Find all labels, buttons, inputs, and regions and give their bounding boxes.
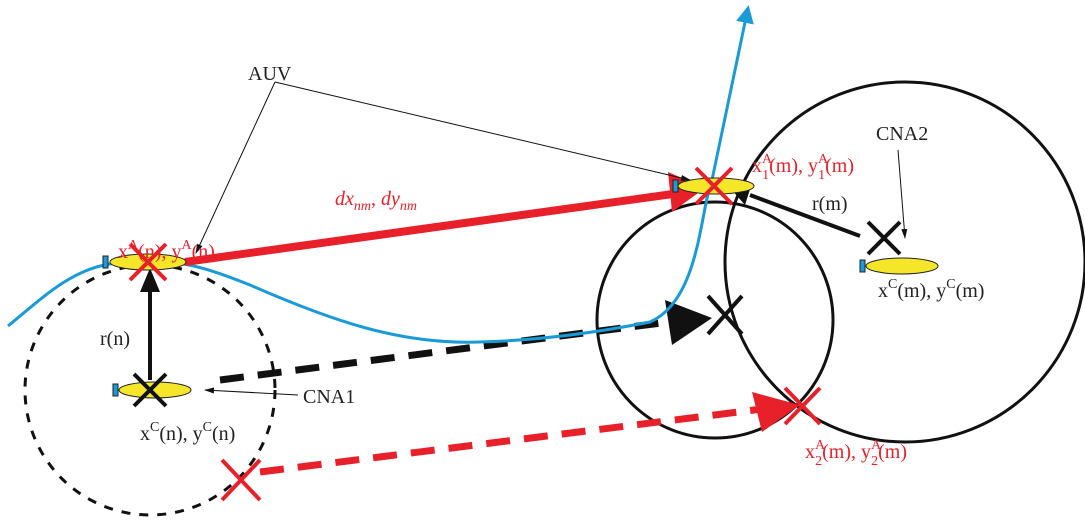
label-part: C	[888, 277, 897, 292]
label-part: 1	[818, 168, 825, 183]
callout	[195, 81, 276, 254]
label-part: , dy	[371, 188, 400, 210]
label: CNA1	[303, 386, 355, 408]
label-part: (m)	[956, 280, 985, 302]
label-part: x	[118, 241, 128, 263]
label-part: 1	[762, 168, 769, 183]
label-part: (m), y	[897, 280, 946, 302]
label-part: (n)	[212, 423, 235, 445]
label: xA 2(m), yA 2(m)	[805, 438, 907, 469]
range-circle	[595, 200, 835, 440]
label: r(m)	[812, 193, 848, 215]
cna	[112, 381, 192, 399]
label-part: x	[752, 155, 762, 177]
label-part: dx	[335, 188, 354, 210]
label: xA(n), yA(n)	[118, 238, 215, 263]
label-part: A	[128, 238, 139, 253]
callout	[274, 81, 691, 181]
label: xC(n), yC(n)	[140, 420, 235, 445]
label-part: (m)	[878, 441, 907, 463]
crosses	[128, 166, 902, 502]
label-part: nm	[354, 199, 371, 214]
label-part: 2	[871, 454, 878, 469]
trajectory	[7, 5, 754, 344]
callout	[204, 387, 299, 396]
label-part: (n), y	[159, 423, 202, 445]
label: AUV	[248, 63, 292, 85]
label-part: x	[805, 441, 815, 463]
label-part: C	[203, 420, 212, 435]
label: r(n)	[100, 328, 130, 350]
callout	[897, 149, 908, 239]
label: CNA2	[876, 123, 928, 145]
label-part: A	[871, 438, 882, 453]
label-part: (m)	[825, 155, 854, 177]
label-part: (m), y	[769, 155, 818, 177]
label-part: A	[181, 238, 192, 253]
range-circle	[723, 80, 1085, 444]
arrowhead	[140, 268, 160, 292]
dashed-path	[259, 404, 771, 476]
label-part: A	[818, 152, 829, 167]
arrowhead	[665, 300, 712, 345]
label-part: 2	[815, 454, 822, 469]
label-part: nm	[400, 199, 417, 214]
range-arrow	[749, 193, 861, 238]
range-circle	[23, 263, 277, 517]
label: dxnm, dynm	[335, 188, 417, 214]
label-part: (n), y	[138, 241, 181, 263]
label: xC(m), yC(m)	[878, 277, 984, 302]
displacement	[184, 189, 681, 266]
label: xA 1(m), yA 1(m)	[752, 152, 854, 183]
label-part: C	[150, 420, 159, 435]
label-part: x	[140, 423, 150, 445]
arrowhead	[752, 392, 800, 432]
label-part: (n)	[192, 241, 215, 263]
label-part: x	[878, 280, 888, 302]
cna	[859, 257, 939, 275]
label-part: A	[815, 438, 826, 453]
label-part: (m), y	[822, 441, 871, 463]
label-part: A	[762, 152, 773, 167]
label-part: C	[946, 277, 955, 292]
